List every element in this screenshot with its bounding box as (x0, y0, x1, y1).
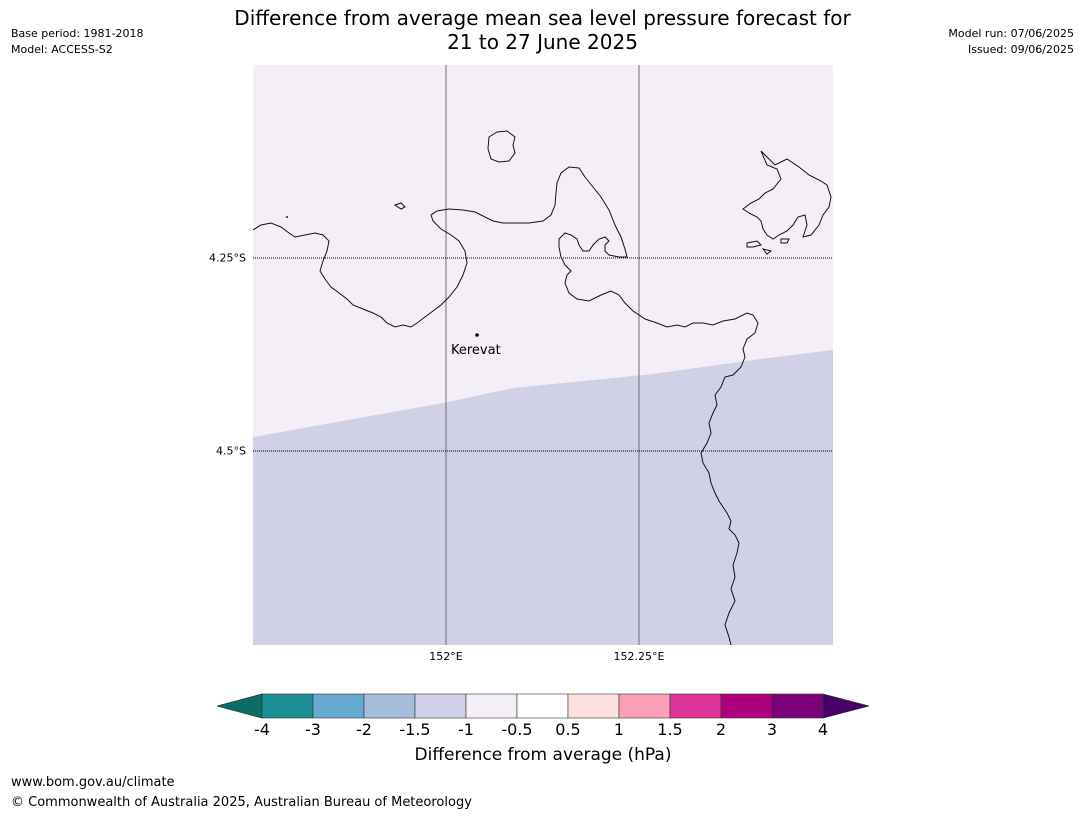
kerevat-label: Kerevat (451, 343, 501, 358)
coastline-islet-west (393, 202, 406, 210)
colorbar-segment (567, 693, 620, 719)
colorbar-segment (363, 693, 416, 719)
map-canvas (253, 65, 833, 645)
coastline-north-island (487, 130, 516, 163)
footer-copyright: © Commonwealth of Australia 2025, Austra… (11, 795, 472, 810)
issued-text: Issued: 09/06/2025 (967, 43, 1074, 56)
colorbar-tick-label: 1 (613, 720, 625, 739)
colorbar-tick-label: 3 (766, 720, 778, 739)
colorbar-tick-label: 1.5 (657, 720, 683, 739)
colorbar-segment (312, 693, 365, 719)
model-info: Base period: 1981-2018 Model: ACCESS-S2 (11, 26, 143, 58)
colorbar-segment (261, 693, 314, 719)
colorbar-segment (771, 693, 824, 719)
map-title: Difference from average mean sea level p… (170, 6, 915, 54)
anomaly-region-lower (253, 350, 833, 645)
coastline-east-islet-2 (761, 248, 773, 255)
coastline-east-island (742, 150, 832, 240)
colorbar (217, 693, 869, 719)
colorbar-tick-label: 4 (817, 720, 829, 739)
colorbar-segment (720, 693, 773, 719)
colorbar-tick-label: -3 (305, 720, 321, 739)
colorbar-under-arrow (217, 693, 263, 719)
colorbar-segment (414, 693, 467, 719)
coastline-islet-tiny (285, 216, 288, 218)
lon-label-152-25e: 152.25°E (613, 650, 665, 663)
colorbar-tick-label: -1 (458, 720, 474, 739)
colorbar-label: Difference from average (hPa) (414, 745, 672, 765)
colorbar-tick-label: -1.5 (399, 720, 431, 739)
map-title-line2: 21 to 27 June 2025 (447, 30, 638, 54)
colorbar-segment (618, 693, 671, 719)
map-title-line1: Difference from average mean sea level p… (234, 6, 851, 30)
colorbar-tick-label: 0.5 (555, 720, 581, 739)
model-name-text: Model: ACCESS-S2 (11, 43, 113, 56)
footer-url: www.bom.gov.au/climate (11, 775, 175, 790)
colorbar-segment (669, 693, 722, 719)
coastline-main (253, 166, 759, 645)
lat-label-4-25s: 4.25°S (209, 251, 246, 265)
coastline-east-islet-3 (780, 238, 790, 244)
run-info: Model run: 07/06/2025 Issued: 09/06/2025 (948, 26, 1074, 58)
lat-label-4-5s: 4.5°S (216, 444, 246, 458)
pressure-map: Kerevat (253, 65, 833, 645)
model-run-text: Model run: 07/06/2025 (948, 27, 1074, 40)
colorbar-tick-label: -0.5 (501, 720, 533, 739)
kerevat-marker (475, 333, 479, 337)
colorbar-tick-label: -4 (254, 720, 270, 739)
base-period-text: Base period: 1981-2018 (11, 27, 144, 40)
colorbar-tick-label: 2 (715, 720, 727, 739)
colorbar-segment (516, 693, 569, 719)
colorbar-tick-label: -2 (356, 720, 372, 739)
colorbar-segment (465, 693, 518, 719)
lon-label-152e: 152°E (429, 650, 463, 663)
coastline-east-islet (746, 240, 762, 248)
colorbar-over-arrow (822, 693, 869, 719)
